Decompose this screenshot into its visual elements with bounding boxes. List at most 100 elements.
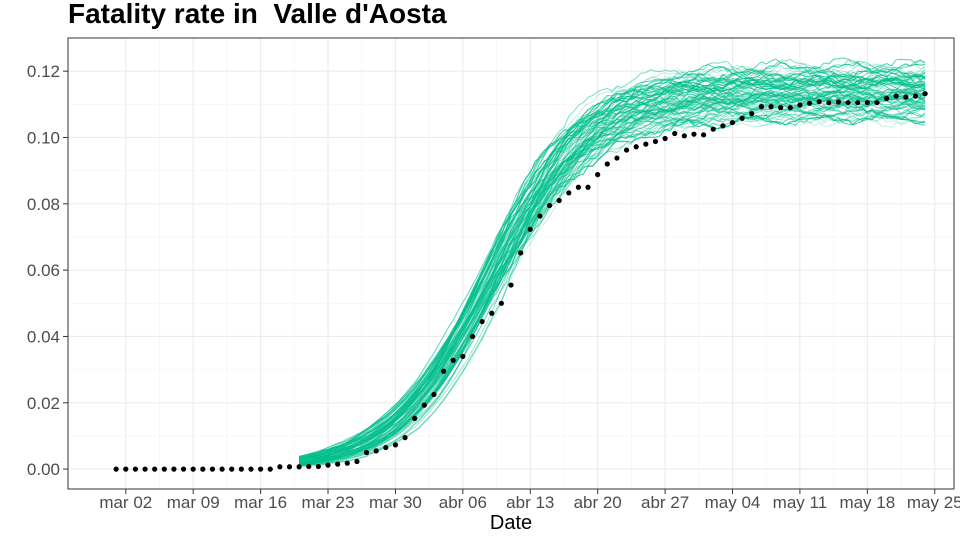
observed-point [190,466,196,472]
observed-point [749,111,755,117]
x-tick-label: abr 13 [506,493,554,512]
observed-point [893,93,899,99]
x-tick-label: may 11 [773,493,828,512]
simulation-line [299,90,926,465]
observed-point [508,282,514,288]
observed-point [440,368,447,374]
observed-point [903,94,909,100]
simulation-line [298,114,926,467]
x-tick-label: mar 02 [99,493,152,512]
observed-point [142,466,148,472]
observed-points [113,91,928,472]
x-axis-title: Date [490,512,532,534]
x-tick-label: mar 16 [234,493,287,512]
simulation-line [298,87,926,460]
y-tick-label: 0.00 [27,460,60,479]
simulation-line [299,68,926,467]
x-tick-label: may 04 [705,493,761,512]
observed-point [614,155,620,161]
observed-point [566,190,572,196]
simulation-line [299,95,926,460]
x-tick-label: abr 27 [641,493,689,512]
observed-point [768,104,774,110]
observed-point [412,415,418,421]
observed-point [633,144,639,150]
observed-point [604,161,610,167]
simulation-line [299,75,926,464]
observed-point [826,100,832,106]
simulation-line [298,88,926,459]
x-tick-label: may 18 [839,493,895,512]
observed-point [354,458,360,465]
observed-point [229,466,235,472]
observed-point [701,132,707,138]
observed-point [691,131,697,137]
observed-point [421,402,427,408]
observed-point [527,226,533,232]
simulation-line [298,94,926,467]
observed-point [623,147,630,153]
observed-point [469,333,476,340]
observed-point [498,300,504,306]
simulation-line [299,92,926,465]
observed-point [402,434,408,441]
observed-point [864,100,870,106]
simulation-line [299,76,926,464]
simulation-line [298,88,926,465]
observed-point [537,213,543,219]
simulation-line [298,99,926,459]
observed-point [787,105,793,111]
simulation-line [299,63,926,466]
x-tick-label: mar 09 [167,493,220,512]
simulation-line [298,96,926,464]
x-tick-label: mar 23 [302,493,355,512]
observed-point [392,442,399,448]
simulation-line [298,97,926,460]
simulation-line [299,79,926,458]
observed-point [758,104,764,110]
chart-title: Fatality rate in Valle d'Aosta [68,0,447,29]
observed-point [778,105,784,111]
simulation-line [299,90,926,463]
observed-point [797,102,803,108]
observed-point [286,464,293,470]
observed-point [335,461,341,467]
observed-point [113,466,119,472]
observed-point [912,93,919,99]
observed-point [171,466,177,472]
simulation-line [299,84,926,463]
observed-point [585,184,591,190]
observed-point [248,466,254,472]
observed-point [315,463,321,470]
x-tick-label: abr 20 [574,493,622,512]
observed-point [209,466,216,472]
simulation-line [299,88,926,461]
y-tick-label: 0.06 [27,261,60,280]
y-tick-label: 0.10 [27,128,60,147]
observed-point [383,444,389,451]
observed-point [643,141,649,147]
observed-point [806,100,813,106]
observed-point [306,463,312,470]
observed-point [219,466,225,472]
observed-point [546,202,553,209]
observed-point [344,460,350,466]
observed-point [720,123,726,129]
simulation-line [299,102,926,460]
observed-point [739,115,745,121]
observed-point [180,466,187,472]
simulation-line [298,77,926,459]
observed-point [575,184,582,190]
simulation-line [298,106,926,459]
observed-point [296,464,302,470]
observed-point [922,91,928,97]
observed-point [132,466,139,472]
x-tick-label: may 25 [907,493,960,512]
observed-point [161,466,167,472]
simulation-line [299,70,926,462]
x-axis: mar 02 mar 09 mar 16 mar 23 mar 30 abr 06 abr … [99,489,960,512]
simulation-line [299,103,926,459]
observed-point [460,353,466,359]
observed-point [681,133,687,139]
